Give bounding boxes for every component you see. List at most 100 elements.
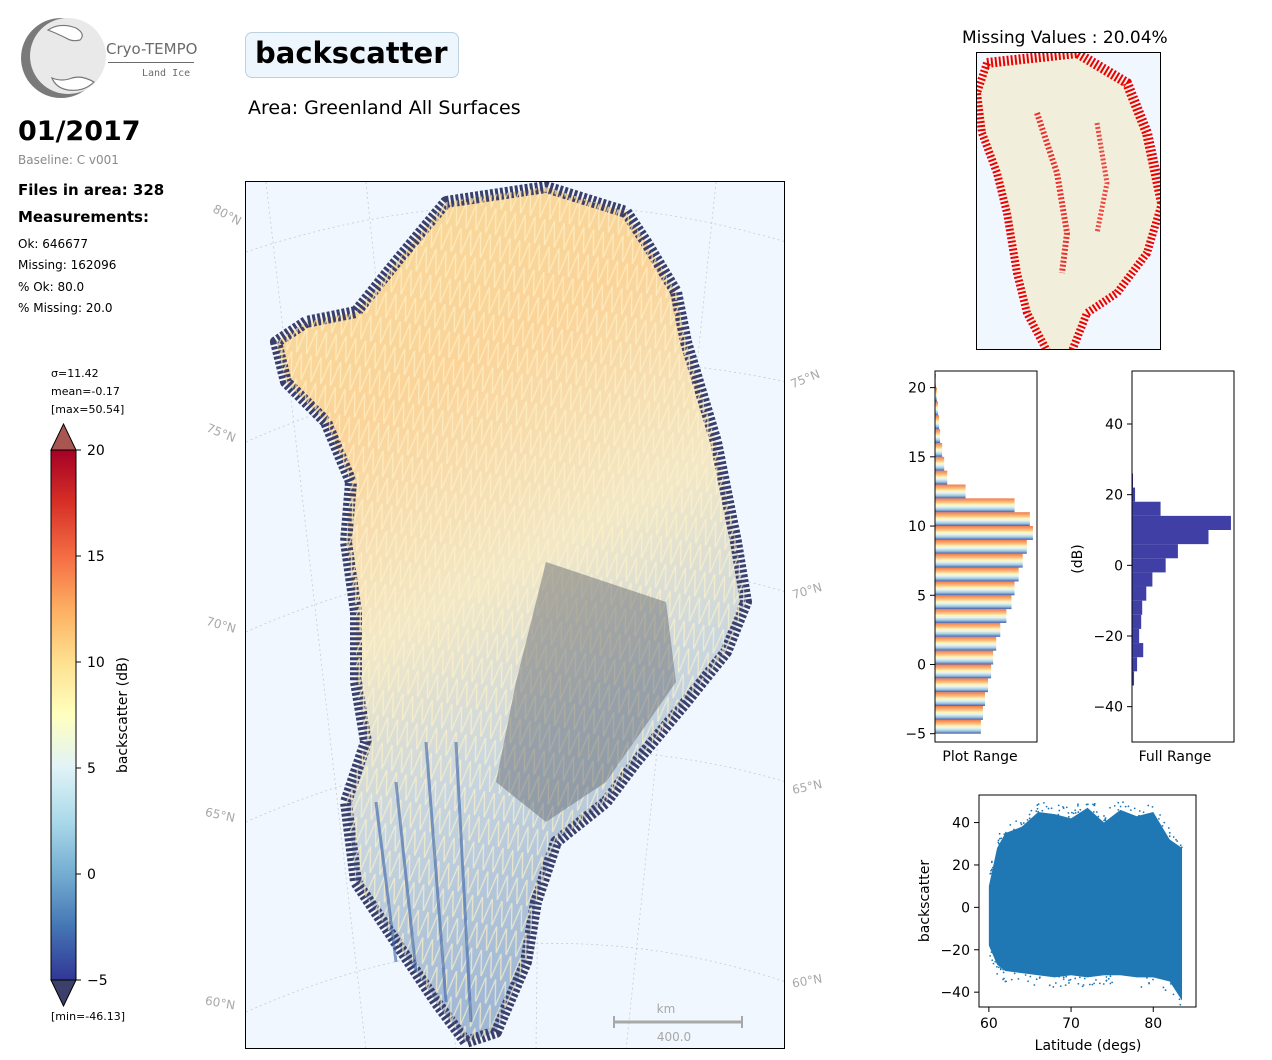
- scatter-point: [1168, 831, 1171, 834]
- histogram-bar: [1132, 473, 1134, 488]
- histogram-bar: [935, 526, 1033, 540]
- scatter-point: [1104, 817, 1107, 819]
- scatter-point: [1065, 975, 1068, 978]
- scatter-point: [1037, 803, 1040, 806]
- full-range-histogram: −40 −20 0 20 40 (dB) Full Range: [1070, 370, 1235, 765]
- lat-label-left-75: 75°N: [204, 420, 238, 446]
- report-date: 01/2017: [18, 116, 141, 147]
- scatter-point: [1092, 803, 1094, 806]
- scatter-point: [998, 832, 1001, 835]
- scatter-point: [1045, 805, 1048, 808]
- histogram-bar: [1132, 657, 1138, 672]
- scatter-point: [1109, 982, 1112, 985]
- scatter-point: [1103, 815, 1105, 817]
- scatter-point: [1002, 968, 1004, 971]
- scatter-point: [1069, 978, 1072, 981]
- scatter-point: [1161, 824, 1164, 827]
- scalebar-unit: km: [657, 1002, 676, 1016]
- scatter-point: [1037, 810, 1040, 813]
- scatter-point: [1033, 984, 1036, 986]
- scatter-point: [1107, 977, 1110, 980]
- colorbar-sigma: σ=11.42: [51, 367, 99, 380]
- scatter-point: [998, 842, 1000, 845]
- scatter-point: [998, 837, 1001, 840]
- baseline-label: Baseline: C v001: [18, 153, 119, 167]
- scatter-point: [1058, 809, 1061, 812]
- full-range-frame: [1131, 370, 1235, 743]
- scatter-xtick-label: 70: [1062, 1016, 1080, 1032]
- scatter-point: [1111, 981, 1114, 984]
- colorbar-extend-min: [50, 979, 77, 1008]
- scatter-point: [1142, 811, 1145, 814]
- scatter-point: [1113, 804, 1116, 807]
- logo-subtitle: Land Ice: [142, 68, 191, 79]
- scatter-point: [1179, 1003, 1182, 1006]
- histogram-ytick-label: 20: [1105, 488, 1123, 504]
- scatter-point: [997, 966, 1000, 969]
- scatter-point: [1015, 820, 1018, 823]
- plot-range-xlabel: Plot Range: [942, 749, 1017, 765]
- histogram-bar: [935, 415, 940, 430]
- scatter-point: [1062, 978, 1065, 981]
- colorbar-tick-label: 0: [87, 867, 96, 883]
- scatter-point: [1152, 978, 1154, 981]
- scatter-point: [1119, 805, 1122, 808]
- plot-range-frame: [934, 370, 1038, 743]
- scatter-point: [1036, 804, 1039, 806]
- scatter-point: [1102, 983, 1105, 985]
- histogram-bar: [935, 692, 985, 707]
- missing-map-canvas: [977, 53, 1160, 349]
- histogram-bar: [935, 498, 1015, 513]
- scatter-point: [1180, 846, 1183, 849]
- plot-range-histogram: −5 0 5 10 15 20 Plot Range: [905, 370, 1038, 765]
- histogram-bar: [1132, 572, 1153, 587]
- histogram-bar: [935, 484, 966, 499]
- scatter-point: [1024, 974, 1027, 976]
- histogram-bar: [935, 442, 943, 457]
- scatter-point: [1105, 979, 1108, 982]
- scatter-point: [1103, 819, 1105, 822]
- lat-label-left-80: 80°N: [210, 201, 244, 229]
- scatter-point: [1095, 979, 1097, 981]
- lat-label-left-65: 65°N: [203, 805, 237, 825]
- lat-label-left-70: 70°N: [204, 614, 238, 636]
- missing-values-map: [976, 52, 1161, 350]
- scatter-point: [1035, 810, 1038, 813]
- dark-region: [496, 562, 676, 822]
- scatter-point: [1172, 993, 1175, 996]
- scatter-point: [1167, 827, 1170, 829]
- histogram-ytick-label: 0: [917, 657, 926, 673]
- scatter-point: [991, 866, 994, 869]
- scatter-point: [1068, 979, 1070, 982]
- files-in-area: Files in area: 328: [18, 181, 165, 199]
- histogram-bar: [1132, 544, 1178, 559]
- scatter-point: [1036, 807, 1039, 810]
- histogram-bar: [1132, 628, 1140, 644]
- histogram-bar: [935, 664, 992, 679]
- scatter-ytick-label: −40: [940, 985, 970, 1001]
- scatter-xtick-label: 80: [1144, 1016, 1162, 1032]
- scatter-point: [1085, 803, 1088, 806]
- scatter-point-cloud: [988, 807, 1183, 1001]
- scatter-point: [1057, 813, 1060, 816]
- scatter-point: [1172, 836, 1175, 838]
- colorbar-max: [max=50.54]: [51, 403, 125, 416]
- scatter-point: [1077, 811, 1080, 813]
- scatter-point: [990, 861, 993, 864]
- lat-label-left-60: 60°N: [204, 993, 237, 1013]
- scatter-point: [996, 972, 999, 975]
- stat-ok: Ok: 646677: [18, 237, 89, 251]
- measurements-heading: Measurements:: [18, 208, 149, 226]
- histogram-bar: [935, 581, 1015, 596]
- histogram-ytick-label: 20: [908, 381, 926, 397]
- scatter-point: [1091, 983, 1094, 986]
- scatter-point: [990, 869, 992, 872]
- lat-label-right-60: 60°N: [791, 971, 824, 991]
- scatter-point: [1162, 986, 1165, 989]
- colorbar-mean: mean=-0.17: [51, 385, 120, 398]
- scatter-point: [1062, 976, 1065, 979]
- histogram-bar: [1132, 600, 1143, 615]
- scatter-point: [1077, 982, 1080, 985]
- scatter-point: [1105, 976, 1108, 978]
- satellite-tracks: [276, 187, 746, 1042]
